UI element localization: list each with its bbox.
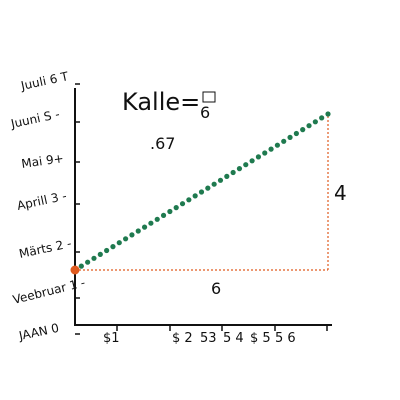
y-tick-label: Juuni S -: [9, 107, 61, 131]
y-tick-label: Aprill 3 -: [16, 189, 68, 213]
series-point: [141, 224, 148, 230]
series-point: [192, 193, 198, 199]
x-tick-group: $1 $ 2 53 5 4 $ 5 5 6: [103, 325, 328, 346]
series-point: [319, 115, 325, 121]
series-point: [325, 111, 331, 117]
series-point: [312, 119, 318, 125]
series-point: [179, 201, 186, 207]
series-point: [198, 189, 205, 195]
title-fraction-box: [202, 91, 216, 103]
series-point: [262, 150, 268, 156]
x-tick-label: 5 4: [223, 331, 244, 346]
series-point: [123, 236, 129, 242]
series-point: [110, 244, 116, 250]
x-tick-label: 5 6: [275, 331, 296, 346]
series-point: [167, 208, 173, 215]
title-fraction-bottom: 6: [200, 103, 210, 122]
slope-label: .67: [150, 134, 175, 153]
run-label: 6: [211, 279, 221, 298]
series-point: [173, 205, 179, 211]
series-point: [160, 212, 167, 218]
series-point: [205, 185, 211, 191]
series-point: [91, 255, 97, 261]
series-point: [211, 181, 217, 187]
series-point: [129, 232, 135, 238]
series-point: [148, 220, 154, 226]
series-point: [268, 146, 274, 152]
chart-title: Kalle=: [122, 88, 200, 116]
series-point: [78, 263, 84, 269]
series-point: [255, 154, 262, 160]
series-point: [85, 259, 91, 265]
series-point: [186, 197, 192, 203]
x-tick-label: $ 5: [250, 331, 271, 346]
series-point: [249, 158, 255, 164]
y-tick-label: Juuli 6 T: [19, 69, 71, 93]
y-tick-label: Mai 9+: [20, 151, 64, 171]
rise-label: 4: [334, 181, 347, 205]
series-points: [70, 111, 331, 275]
y-tick-label: Märts 2 -: [18, 236, 73, 261]
series-point: [236, 166, 243, 172]
series-point: [230, 169, 236, 176]
y-tick-label: JAAN 0: [17, 321, 61, 343]
series-start-point: [70, 265, 80, 275]
series-point: [224, 173, 230, 179]
series-point: [306, 123, 312, 129]
x-tick-label: 53: [200, 331, 217, 346]
series-point: [300, 127, 306, 133]
x-tick-label: $1: [103, 331, 120, 346]
series-point: [281, 138, 287, 144]
series-point: [243, 162, 249, 168]
series-point: [97, 251, 103, 257]
series-point: [217, 177, 224, 183]
x-tick-label: $ 2: [172, 331, 193, 346]
series-point: [116, 240, 122, 246]
series-point: [287, 134, 293, 140]
series-point: [293, 130, 299, 137]
series-point: [154, 216, 160, 222]
series-point: [274, 142, 280, 148]
series-point: [104, 247, 110, 254]
series-point: [135, 228, 141, 234]
